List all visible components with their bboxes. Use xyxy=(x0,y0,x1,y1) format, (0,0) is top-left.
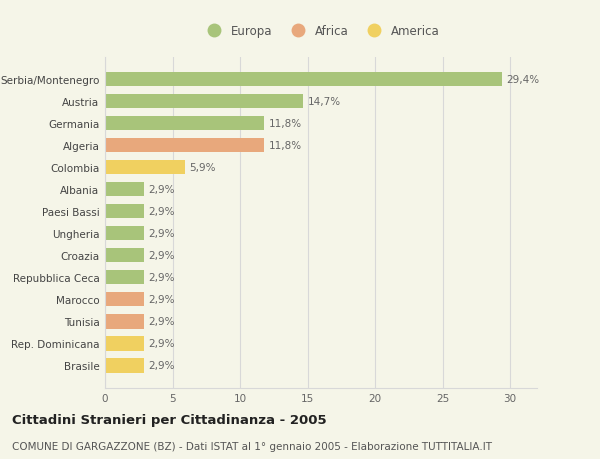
Text: 5,9%: 5,9% xyxy=(188,162,215,173)
Text: 11,8%: 11,8% xyxy=(268,140,301,151)
Text: 2,9%: 2,9% xyxy=(148,251,175,261)
Bar xyxy=(105,73,502,87)
Text: Cittadini Stranieri per Cittadinanza - 2005: Cittadini Stranieri per Cittadinanza - 2… xyxy=(12,413,326,426)
Text: 14,7%: 14,7% xyxy=(308,96,341,106)
Text: 2,9%: 2,9% xyxy=(148,273,175,283)
Text: 11,8%: 11,8% xyxy=(268,118,301,129)
Bar xyxy=(105,270,144,285)
Text: 29,4%: 29,4% xyxy=(506,74,539,84)
Text: 2,9%: 2,9% xyxy=(148,295,175,305)
Text: 2,9%: 2,9% xyxy=(148,229,175,239)
Bar xyxy=(105,292,144,307)
Bar xyxy=(105,336,144,351)
Bar xyxy=(105,95,304,109)
Text: 2,9%: 2,9% xyxy=(148,317,175,327)
Text: 2,9%: 2,9% xyxy=(148,339,175,349)
Bar xyxy=(105,314,144,329)
Bar xyxy=(105,204,144,219)
Text: 2,9%: 2,9% xyxy=(148,361,175,371)
Bar xyxy=(105,139,265,153)
Bar xyxy=(105,358,144,373)
Text: 2,9%: 2,9% xyxy=(148,185,175,195)
Legend: Europa, Africa, America: Europa, Africa, America xyxy=(197,20,445,43)
Bar xyxy=(105,182,144,197)
Bar xyxy=(105,117,265,131)
Text: COMUNE DI GARGAZZONE (BZ) - Dati ISTAT al 1° gennaio 2005 - Elaborazione TUTTITA: COMUNE DI GARGAZZONE (BZ) - Dati ISTAT a… xyxy=(12,441,492,451)
Bar xyxy=(105,226,144,241)
Bar xyxy=(105,161,185,175)
Bar xyxy=(105,248,144,263)
Text: 2,9%: 2,9% xyxy=(148,207,175,217)
